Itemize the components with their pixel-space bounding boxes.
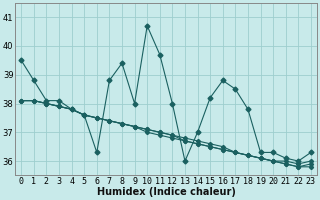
- X-axis label: Humidex (Indice chaleur): Humidex (Indice chaleur): [97, 187, 236, 197]
